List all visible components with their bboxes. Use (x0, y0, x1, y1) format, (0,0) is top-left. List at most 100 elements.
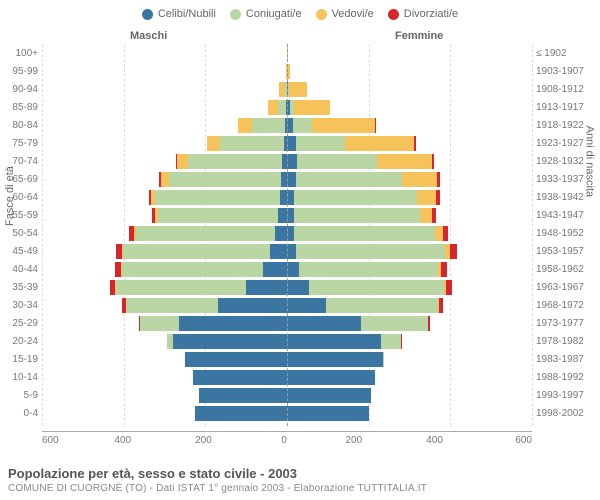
chart-title: Popolazione per età, sesso e stato civil… (8, 466, 592, 481)
male-half (42, 332, 287, 350)
segment-coniugati (296, 172, 402, 187)
segment-coniugati (294, 208, 421, 223)
segment-celibi (275, 226, 287, 241)
segment-vedovi (420, 208, 431, 223)
segment-divorziati (414, 136, 416, 151)
segment-vedovi (402, 172, 437, 187)
segment-vedovi (345, 136, 414, 151)
female-half (287, 296, 532, 314)
age-label: 85-89 (0, 102, 38, 113)
birth-year-label: 1983-1987 (536, 354, 600, 365)
birth-year-label: 1968-1972 (536, 300, 600, 311)
x-tick: 400 (426, 435, 443, 446)
female-half (287, 44, 532, 62)
birth-year-label: 1963-1967 (536, 282, 600, 293)
birth-year-label: 1938-1942 (536, 192, 600, 203)
birth-year-label: 1908-1912 (536, 84, 600, 95)
age-label: 70-74 (0, 156, 38, 167)
segment-celibi (287, 298, 326, 313)
female-half (287, 152, 532, 170)
female-half (287, 170, 532, 188)
segment-celibi (246, 280, 287, 295)
segment-vedovi (207, 136, 220, 151)
segment-vedovi (289, 82, 307, 97)
birth-year-label: 1933-1937 (536, 174, 600, 185)
center-axis-line (287, 44, 288, 426)
segment-celibi (287, 154, 297, 169)
male-half (42, 404, 287, 422)
birth-year-label: 1918-1922 (536, 120, 600, 131)
pyramid-chart: 100+≤ 190295-991903-190790-941908-191285… (42, 44, 532, 426)
age-label: 65-69 (0, 174, 38, 185)
female-half (287, 188, 532, 206)
birth-year-label: 1958-1962 (536, 264, 600, 275)
legend-item-vedovi: Vedovi/e (316, 8, 374, 20)
segment-celibi (193, 370, 287, 385)
female-half (287, 350, 532, 368)
male-half (42, 296, 287, 314)
male-half (42, 80, 287, 98)
female-half (287, 62, 532, 80)
segment-celibi (218, 298, 287, 313)
legend-label: Divorziati/e (404, 8, 458, 20)
age-label: 80-84 (0, 120, 38, 131)
age-label: 35-39 (0, 282, 38, 293)
segment-coniugati (220, 136, 283, 151)
x-axis: 6004002000200400600 (42, 431, 532, 446)
female-half (287, 368, 532, 386)
age-label: 30-34 (0, 300, 38, 311)
age-label: 15-19 (0, 354, 38, 365)
segment-celibi (287, 334, 381, 349)
age-label: 50-54 (0, 228, 38, 239)
age-label: 90-94 (0, 84, 38, 95)
segment-celibi (263, 262, 288, 277)
segment-vedovi (161, 172, 168, 187)
female-half (287, 386, 532, 404)
x-tick: 200 (195, 435, 212, 446)
female-half (287, 278, 532, 296)
segment-vedovi (294, 100, 331, 115)
male-half (42, 62, 287, 80)
chart-footer: Popolazione per età, sesso e stato civil… (8, 466, 592, 494)
segment-celibi (270, 244, 287, 259)
male-half (42, 278, 287, 296)
age-label: 60-64 (0, 192, 38, 203)
male-half (42, 350, 287, 368)
vedovi-swatch (316, 9, 327, 20)
segment-coniugati (136, 226, 275, 241)
segment-coniugati (116, 280, 247, 295)
segment-divorziati (441, 262, 448, 277)
segment-coniugati (158, 208, 278, 223)
segment-coniugati (297, 154, 377, 169)
segment-celibi (287, 136, 296, 151)
birth-year-label: 1913-1917 (536, 102, 600, 113)
segment-divorziati (443, 226, 449, 241)
male-half (42, 368, 287, 386)
segment-celibi (185, 352, 287, 367)
segment-divorziati (432, 208, 436, 223)
segment-coniugati (296, 244, 445, 259)
segment-coniugati (169, 172, 281, 187)
age-label: 40-44 (0, 264, 38, 275)
segment-celibi (287, 262, 299, 277)
age-label: 25-29 (0, 318, 38, 329)
birth-year-label: 1943-1947 (536, 210, 600, 221)
legend: Celibi/NubiliConiugati/eVedovi/eDivorzia… (0, 0, 600, 24)
segment-coniugati (155, 190, 280, 205)
segment-coniugati (293, 118, 311, 133)
segment-coniugati (381, 334, 401, 349)
legend-item-divorziati: Divorziati/e (388, 8, 458, 20)
segment-coniugati (278, 100, 286, 115)
segment-coniugati (361, 316, 428, 331)
segment-celibi (287, 244, 296, 259)
birth-year-label: 1998-2002 (536, 408, 600, 419)
male-half (42, 170, 287, 188)
segment-coniugati (123, 244, 270, 259)
segment-vedovi (377, 154, 432, 169)
age-label: 0-4 (0, 408, 38, 419)
birth-year-label: 1978-1982 (536, 336, 600, 347)
birth-year-label: ≤ 1902 (536, 48, 600, 59)
segment-vedovi (435, 226, 442, 241)
birth-year-label: 1993-1997 (536, 390, 600, 401)
age-label: 20-24 (0, 336, 38, 347)
